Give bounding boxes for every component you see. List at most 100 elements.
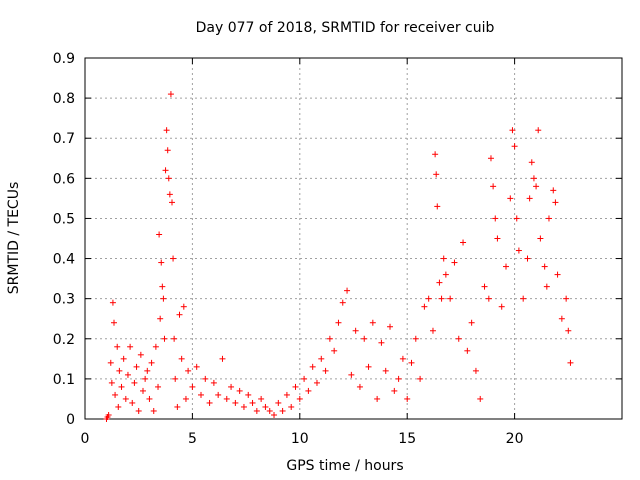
data-point bbox=[494, 235, 501, 242]
data-point bbox=[249, 399, 256, 406]
x-tick-label: 10 bbox=[291, 431, 309, 447]
data-point bbox=[339, 299, 346, 306]
data-point bbox=[167, 91, 174, 98]
data-point bbox=[369, 319, 376, 326]
data-point bbox=[266, 407, 273, 414]
data-point bbox=[322, 367, 329, 374]
y-tick-label: 0.5 bbox=[53, 211, 75, 227]
data-point bbox=[455, 335, 462, 342]
data-point bbox=[165, 175, 172, 182]
data-point bbox=[288, 403, 295, 410]
data-point bbox=[509, 127, 516, 134]
data-point bbox=[180, 303, 187, 310]
data-point bbox=[162, 167, 169, 174]
data-point bbox=[182, 395, 189, 402]
data-point bbox=[468, 319, 475, 326]
data-point bbox=[258, 395, 265, 402]
data-point bbox=[541, 263, 548, 270]
data-point bbox=[552, 199, 559, 206]
data-point bbox=[271, 411, 278, 418]
data-point bbox=[472, 367, 479, 374]
data-point bbox=[112, 391, 119, 398]
data-point bbox=[537, 235, 544, 242]
data-point bbox=[528, 159, 535, 166]
data-point bbox=[232, 399, 239, 406]
y-tick-label: 0.3 bbox=[53, 292, 75, 308]
y-tick-label: 0 bbox=[66, 412, 75, 428]
data-point bbox=[210, 379, 217, 386]
y-tick-label: 0.8 bbox=[53, 91, 75, 107]
data-point bbox=[185, 367, 192, 374]
data-point bbox=[429, 327, 436, 334]
data-point bbox=[490, 183, 497, 190]
data-point bbox=[206, 399, 213, 406]
data-point bbox=[535, 127, 542, 134]
data-point bbox=[118, 383, 125, 390]
data-point bbox=[129, 399, 136, 406]
data-point bbox=[412, 335, 419, 342]
data-point bbox=[492, 215, 499, 222]
data-point bbox=[124, 371, 131, 378]
data-point bbox=[160, 295, 167, 302]
data-point bbox=[404, 395, 411, 402]
data-point bbox=[240, 403, 247, 410]
data-point bbox=[202, 375, 209, 382]
x-tick-label: 20 bbox=[506, 431, 524, 447]
data-point bbox=[176, 311, 183, 318]
data-point bbox=[170, 255, 177, 262]
data-point bbox=[554, 271, 561, 278]
data-point bbox=[498, 303, 505, 310]
data-point bbox=[159, 283, 166, 290]
data-point bbox=[378, 339, 385, 346]
data-point bbox=[442, 271, 449, 278]
data-point bbox=[245, 391, 252, 398]
data-point bbox=[120, 355, 127, 362]
data-point bbox=[348, 371, 355, 378]
data-point bbox=[344, 287, 351, 294]
data-point bbox=[356, 383, 363, 390]
data-point bbox=[114, 343, 121, 350]
data-point bbox=[146, 395, 153, 402]
data-point bbox=[433, 171, 440, 178]
data-point bbox=[352, 327, 359, 334]
data-point bbox=[133, 363, 140, 370]
data-point bbox=[526, 195, 533, 202]
data-point bbox=[432, 151, 439, 158]
y-tick-label: 0.9 bbox=[53, 51, 75, 67]
data-point bbox=[197, 391, 204, 398]
data-point bbox=[144, 367, 151, 374]
data-point bbox=[417, 375, 424, 382]
data-point bbox=[172, 375, 179, 382]
data-point bbox=[301, 375, 308, 382]
data-point bbox=[460, 239, 467, 246]
data-point bbox=[520, 295, 527, 302]
y-tick-label: 0.6 bbox=[53, 171, 75, 187]
data-point bbox=[292, 383, 299, 390]
data-point bbox=[110, 319, 117, 326]
data-point bbox=[189, 383, 196, 390]
data-point bbox=[530, 175, 537, 182]
axis-ticks bbox=[84, 57, 622, 420]
data-point bbox=[440, 255, 447, 262]
data-point bbox=[447, 295, 454, 302]
data-point bbox=[438, 295, 445, 302]
x-tick-label: 5 bbox=[188, 431, 197, 447]
data-point bbox=[361, 335, 368, 342]
data-point bbox=[567, 359, 574, 366]
data-point bbox=[109, 299, 116, 306]
data-point bbox=[161, 335, 168, 342]
data-point bbox=[374, 395, 381, 402]
data-point bbox=[513, 215, 520, 222]
y-axis-label: SRMTID / TECUs bbox=[6, 182, 22, 295]
data-point bbox=[193, 363, 200, 370]
data-point bbox=[436, 279, 443, 286]
data-point bbox=[313, 379, 320, 386]
data-point bbox=[142, 375, 149, 382]
data-point bbox=[178, 355, 185, 362]
data-point bbox=[137, 351, 144, 358]
data-point bbox=[168, 199, 175, 206]
data-point bbox=[550, 187, 557, 194]
data-point bbox=[395, 375, 402, 382]
data-point bbox=[215, 391, 222, 398]
